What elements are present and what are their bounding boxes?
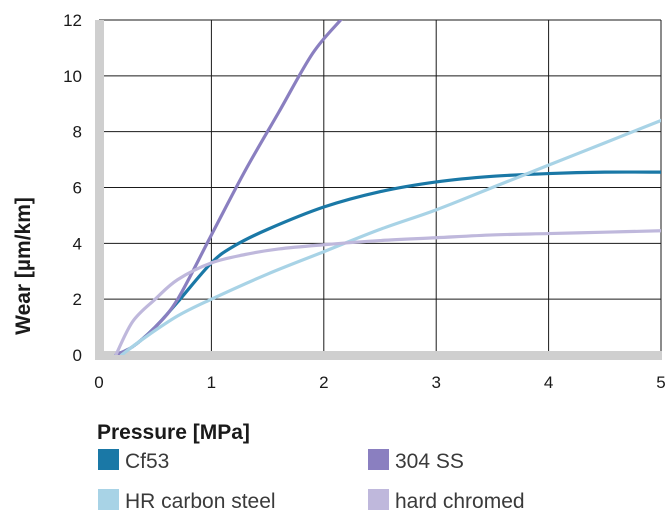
y-tick-labels: 0 2 4 6 8 10 12 (63, 11, 82, 365)
x-tick-labels: 0 1 2 3 4 5 (94, 373, 665, 392)
legend-label: HR carbon steel (125, 490, 276, 513)
grid (98, 19, 662, 356)
y-tick-label: 10 (63, 67, 82, 86)
y-axis-title: Wear [µm/km] (12, 197, 35, 335)
y-tick-label: 6 (73, 179, 82, 198)
y-tick-label: 0 (73, 346, 82, 365)
x-tick-label: 3 (431, 373, 440, 392)
legend-swatch (368, 449, 389, 470)
x-tick-label: 1 (207, 373, 216, 392)
legend-item-hard-chromed: hard chromed (368, 489, 525, 513)
legend-item-304-ss: 304 SS (368, 449, 464, 473)
y-axis-bar (95, 20, 104, 360)
x-tick-label: 5 (656, 373, 665, 392)
legend-label: Cf53 (125, 450, 169, 473)
legend: Cf53 304 SS HR carbon steel hard chromed (98, 449, 525, 513)
legend-label: hard chromed (395, 490, 525, 513)
legend-item-cf53: Cf53 (98, 449, 169, 473)
x-tick-label: 2 (319, 373, 328, 392)
x-tick-label: 0 (94, 373, 103, 392)
legend-swatch (98, 489, 119, 510)
y-tick-label: 4 (73, 234, 82, 253)
y-tick-label: 2 (73, 290, 82, 309)
axis-bars (95, 20, 662, 360)
x-axis-title: Pressure [MPa] (97, 421, 250, 444)
x-tick-label: 4 (544, 373, 553, 392)
series-line-hr-carbon-steel (119, 118, 661, 355)
legend-swatch (98, 449, 119, 470)
y-tick-label: 12 (63, 11, 82, 30)
legend-swatch (368, 489, 389, 510)
y-tick-label: 8 (73, 123, 82, 142)
x-axis-bar (95, 351, 662, 360)
series-line-hard-chromed (114, 229, 661, 355)
series-lines (114, 20, 661, 355)
legend-label: 304 SS (395, 450, 464, 473)
legend-item-hr-carbon-steel: HR carbon steel (98, 489, 276, 513)
